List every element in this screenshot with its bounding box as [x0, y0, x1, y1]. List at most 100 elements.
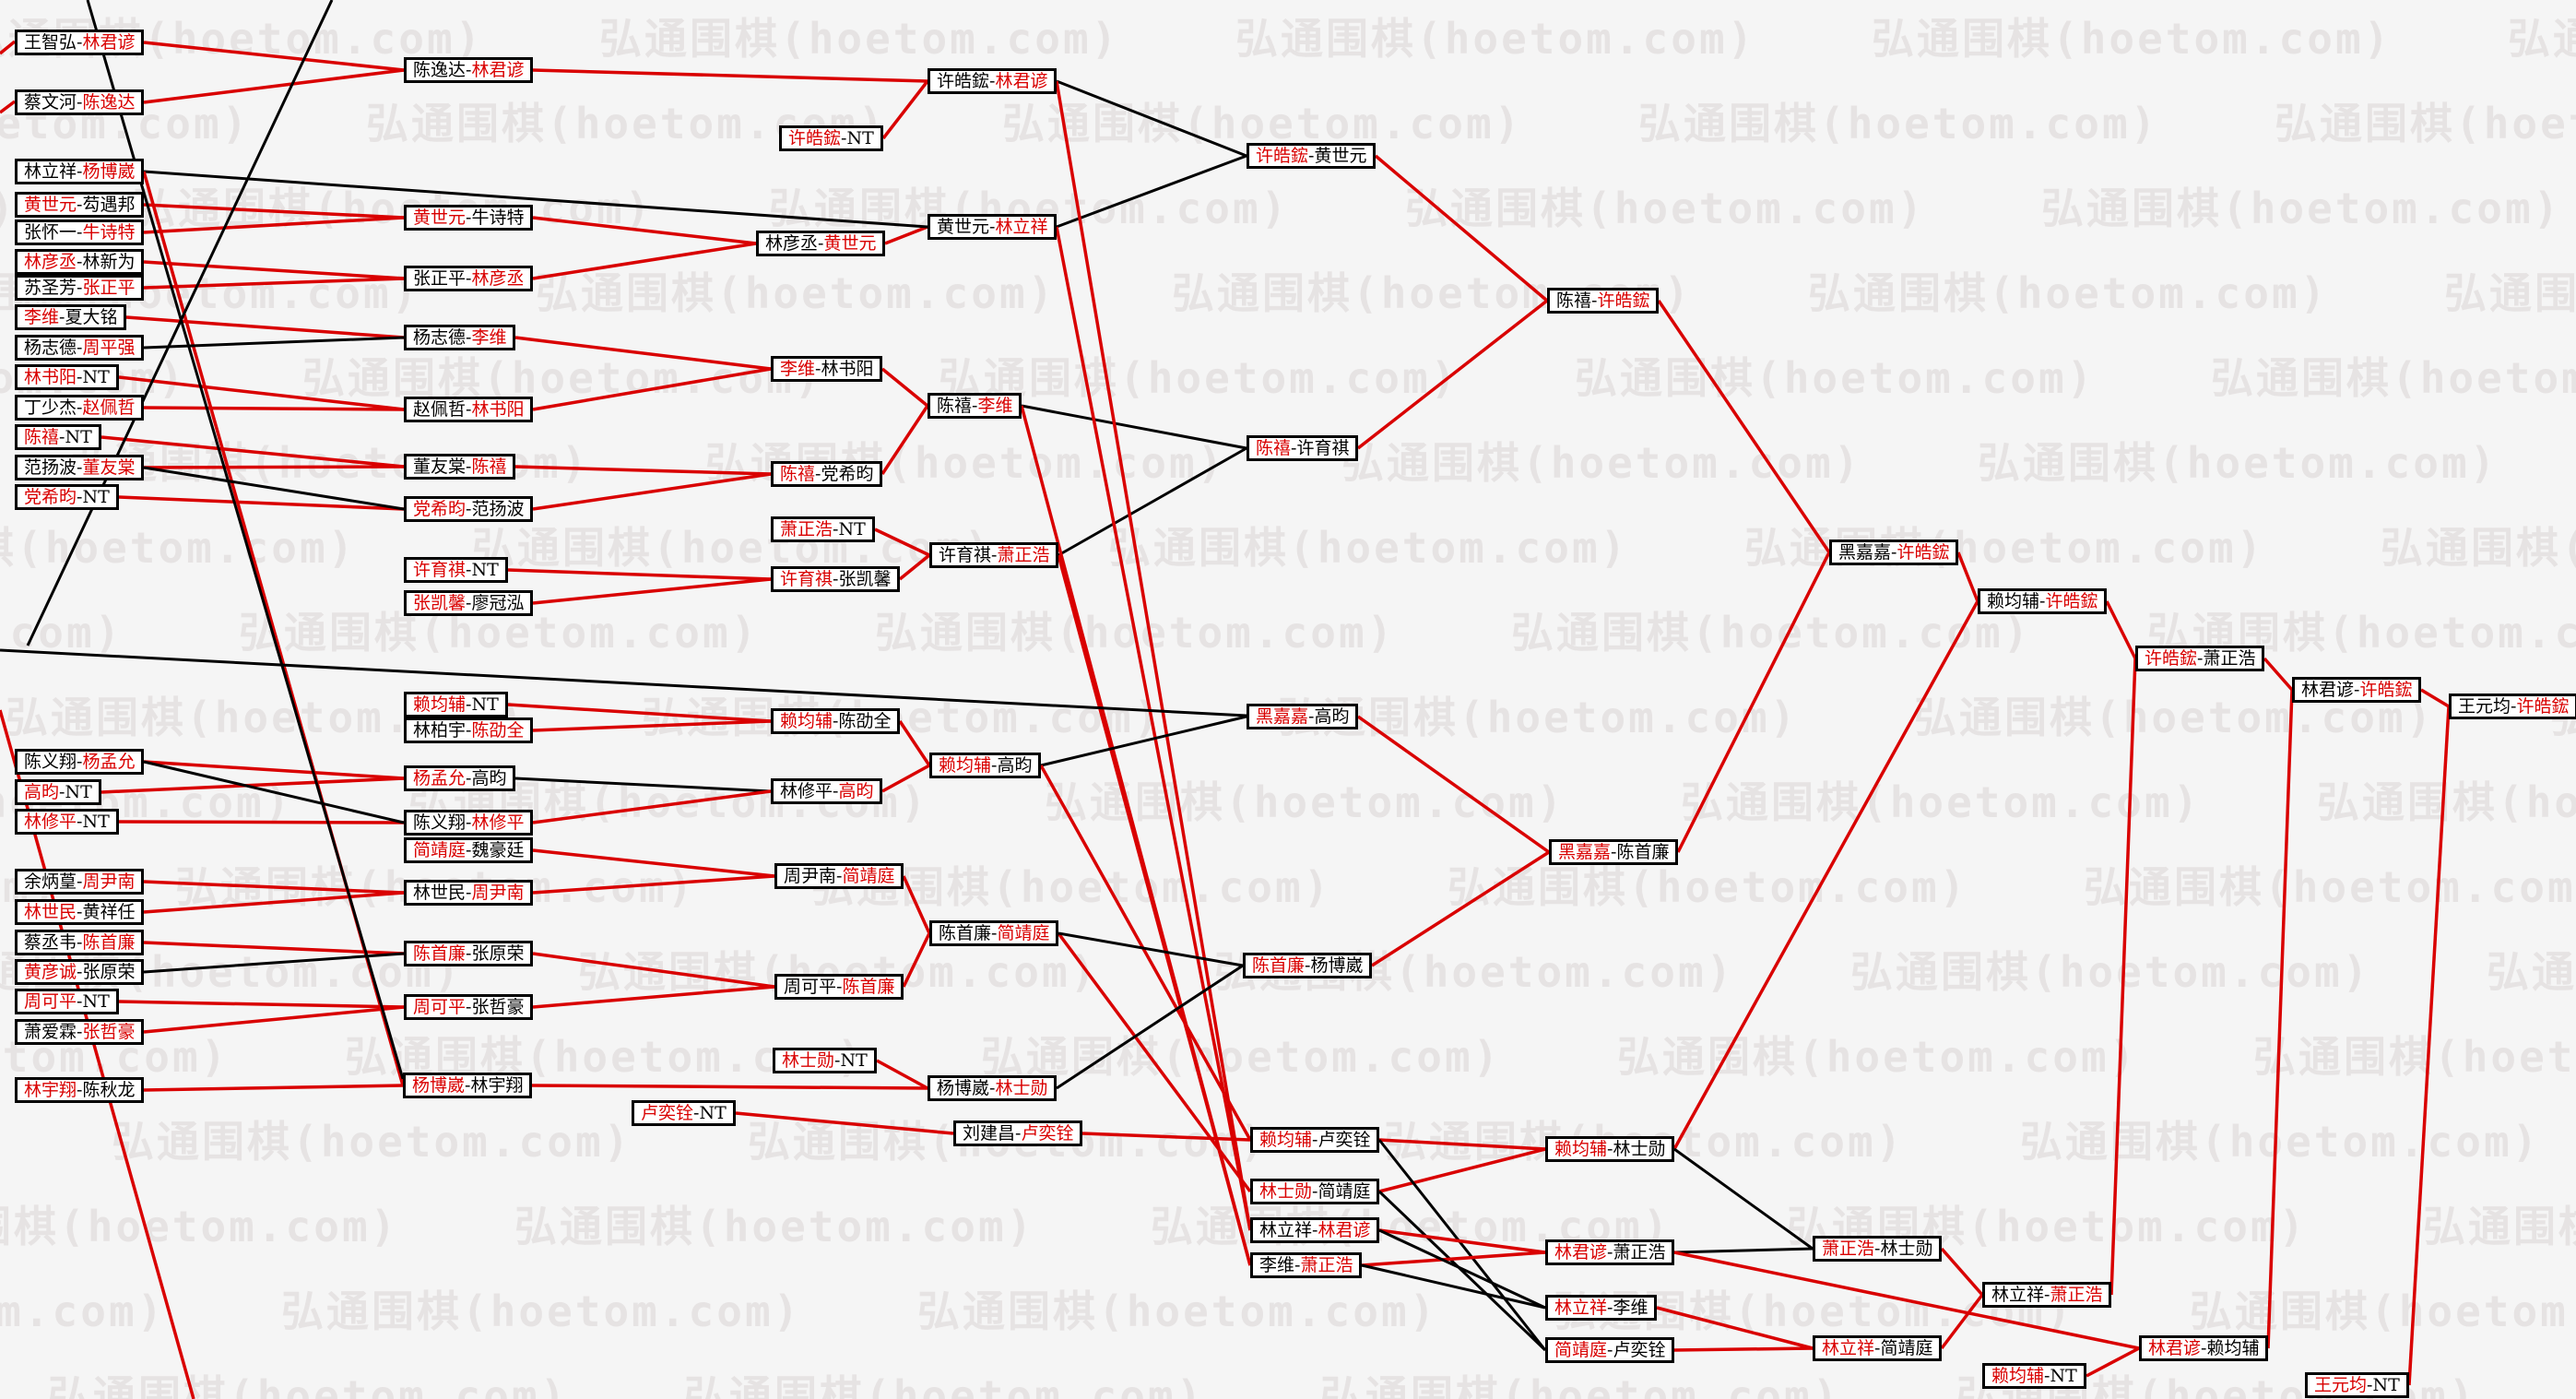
- match-box[interactable]: 黑嘉嘉-许皓鋐: [1829, 539, 1959, 565]
- match-box[interactable]: 赖均辅-高昀: [929, 753, 1042, 778]
- match-box[interactable]: 周可平-NT: [15, 989, 119, 1014]
- match-box[interactable]: 杨博崴-林宇翔: [403, 1073, 533, 1098]
- match-box[interactable]: 陈禧-许皓鋐: [1547, 288, 1660, 314]
- separator: -: [815, 464, 821, 484]
- match-box[interactable]: 周尹南-简靖庭: [774, 863, 904, 889]
- match-box[interactable]: 陈义翔-林修平: [404, 810, 534, 836]
- match-box[interactable]: 林君谚-萧正浩: [1545, 1239, 1675, 1265]
- match-box[interactable]: 赖均辅-陈劭全: [771, 708, 901, 734]
- match-box[interactable]: 黄彦诚-张原荣: [15, 959, 145, 985]
- match-box[interactable]: 蔡丞韦-陈首廉: [15, 930, 145, 955]
- match-box[interactable]: 林彦丞-黄世元: [756, 231, 886, 256]
- match-box[interactable]: 刘建昌-卢奕铨: [953, 1120, 1083, 1146]
- match-box[interactable]: 赖均辅-NT: [404, 692, 508, 717]
- player-name-left: 许皓鋐: [1256, 146, 1309, 166]
- match-box[interactable]: 林立祥-杨博崴: [15, 159, 145, 184]
- player-name-right: 黄世元: [1314, 146, 1367, 166]
- match-box[interactable]: 许皓鋐-NT: [779, 125, 883, 151]
- player-name-left: 董友棠: [413, 456, 467, 477]
- match-box[interactable]: 张正平-林彦丞: [404, 266, 534, 291]
- match-box[interactable]: 林修平-高昀: [771, 778, 883, 804]
- match-box[interactable]: 许皓鋐-林君谚: [928, 68, 1058, 94]
- match-box[interactable]: 林立祥-萧正浩: [1982, 1282, 2112, 1308]
- match-box[interactable]: 林柏宇-陈劭全: [404, 717, 534, 743]
- separator: -: [466, 720, 472, 741]
- match-box[interactable]: 王元均-NT: [2305, 1372, 2409, 1398]
- match-box[interactable]: 张怀一-牛诗特: [15, 219, 145, 245]
- match-box[interactable]: 萧爱霖-张哲豪: [15, 1019, 145, 1045]
- match-box[interactable]: 黑嘉嘉-高昀: [1247, 704, 1359, 729]
- match-box[interactable]: 林君谚-赖均辅: [2139, 1335, 2269, 1361]
- match-box[interactable]: 黄世元-林立祥: [928, 214, 1058, 240]
- connector-line: [1056, 79, 1247, 158]
- match-box[interactable]: 王元均-许皓鋐: [2449, 694, 2576, 719]
- match-box[interactable]: 黄世元-牛诗特: [404, 205, 534, 231]
- match-box[interactable]: 许育祺-萧正浩: [929, 542, 1059, 568]
- player-name-right: 许育祺: [1296, 438, 1350, 458]
- match-box[interactable]: 党希昀-范扬波: [404, 496, 534, 522]
- separator: -: [2039, 591, 2046, 611]
- match-box[interactable]: 林书阳-NT: [15, 364, 119, 390]
- match-box[interactable]: 林修平-NT: [15, 809, 119, 835]
- match-box[interactable]: 陈首廉-简靖庭: [929, 920, 1059, 946]
- match-box[interactable]: 林士勋-NT: [773, 1048, 877, 1073]
- match-box[interactable]: 陈禧-党希昀: [771, 461, 883, 487]
- separator: -: [1308, 146, 1315, 166]
- match-box[interactable]: 范扬波-董友棠: [15, 455, 145, 480]
- match-box[interactable]: 林君谚-许皓鋐: [2292, 677, 2422, 703]
- match-box[interactable]: 陈禧-李维: [928, 393, 1022, 419]
- match-box[interactable]: 王智弘-林君谚: [15, 30, 145, 55]
- match-box[interactable]: 赖均辅-林士勋: [1545, 1136, 1675, 1162]
- match-box[interactable]: 赖均辅-NT: [1982, 1363, 2086, 1389]
- match-box[interactable]: 林士勋-简靖庭: [1250, 1179, 1380, 1204]
- match-box[interactable]: 林世民-黄祥任: [15, 899, 145, 925]
- match-box[interactable]: 党希昀-NT: [15, 484, 119, 510]
- match-box[interactable]: 李维-夏大铭: [15, 304, 127, 330]
- match-box[interactable]: 林宇翔-陈秋龙: [15, 1077, 145, 1103]
- match-box[interactable]: 杨志德-周平强: [15, 335, 145, 361]
- match-box[interactable]: 许育祺-张凯馨: [771, 566, 901, 592]
- match-box[interactable]: 简靖庭-卢奕铨: [1545, 1337, 1675, 1363]
- match-box[interactable]: 丁少杰-赵佩哲: [15, 395, 145, 421]
- match-box[interactable]: 周可平-张哲豪: [404, 994, 534, 1020]
- match-box[interactable]: 林立祥-简靖庭: [1813, 1335, 1943, 1361]
- match-box[interactable]: 黄世元-芶遇邦: [15, 192, 145, 218]
- match-box[interactable]: 林世民-周尹南: [404, 880, 534, 906]
- match-box[interactable]: 赵佩哲-林书阳: [404, 397, 534, 422]
- player-name-left: 陈禧: [24, 427, 60, 447]
- match-box[interactable]: 蔡文河-陈逸达: [15, 89, 145, 115]
- match-box[interactable]: 林立祥-林君谚: [1250, 1217, 1380, 1243]
- match-box[interactable]: 卢奕铨-NT: [632, 1100, 736, 1126]
- match-box[interactable]: 萧正浩-林士勋: [1813, 1236, 1943, 1262]
- match-box[interactable]: 陈禧-NT: [15, 424, 101, 450]
- match-box[interactable]: 高昀-NT: [15, 779, 101, 805]
- match-box[interactable]: 赖均辅-许皓鋐: [1978, 588, 2108, 614]
- match-box[interactable]: 黑嘉嘉-陈首廉: [1549, 839, 1679, 865]
- match-box[interactable]: 简靖庭-魏豪廷: [404, 837, 534, 863]
- match-box[interactable]: 张凯馨-廖冠泓: [404, 590, 534, 616]
- match-box[interactable]: 李维-林书阳: [771, 356, 883, 382]
- match-box[interactable]: 李维-萧正浩: [1250, 1252, 1363, 1278]
- match-box[interactable]: 苏圣芳-张正平: [15, 275, 145, 301]
- match-box[interactable]: 许皓鋐-萧正浩: [2135, 646, 2265, 671]
- match-box[interactable]: 陈禧-许育祺: [1247, 435, 1359, 461]
- match-box[interactable]: 陈逸达-林君谚: [404, 57, 534, 83]
- match-box[interactable]: 杨博崴-林士勋: [928, 1075, 1058, 1101]
- match-box[interactable]: 赖均辅-卢奕铨: [1250, 1127, 1380, 1153]
- match-box[interactable]: 陈首廉-张原荣: [404, 941, 534, 966]
- match-box[interactable]: 余炳葟-周尹南: [15, 869, 145, 895]
- match-box[interactable]: 许育祺-NT: [404, 557, 508, 583]
- match-box[interactable]: 林彦丞-林新为: [15, 249, 145, 275]
- match-box[interactable]: 陈义翔-杨孟允: [15, 749, 145, 775]
- player-name-left: 林宇翔: [24, 1080, 77, 1100]
- match-box[interactable]: 许皓鋐-黄世元: [1247, 143, 1377, 169]
- match-box[interactable]: 林立祥-李维: [1545, 1295, 1658, 1321]
- player-name-right: 林书阳: [821, 359, 874, 379]
- match-box[interactable]: 陈首廉-杨博崴: [1243, 953, 1373, 978]
- match-box[interactable]: 萧正浩-NT: [771, 516, 875, 542]
- match-box[interactable]: 董友棠-陈禧: [404, 454, 516, 480]
- match-box[interactable]: 周可平-陈首廉: [774, 974, 904, 1000]
- match-box[interactable]: 杨志德-李维: [404, 325, 516, 350]
- match-box[interactable]: 杨孟允-高昀: [404, 765, 516, 791]
